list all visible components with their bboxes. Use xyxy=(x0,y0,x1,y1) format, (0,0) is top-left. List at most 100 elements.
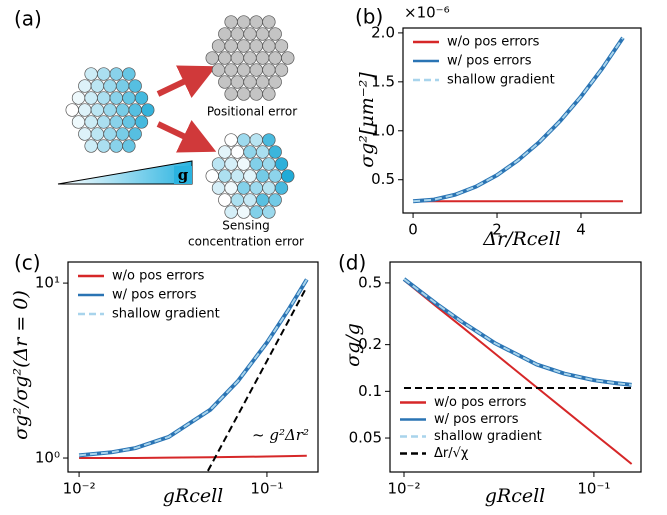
x-tick-label: 10⁻¹ xyxy=(250,480,283,498)
cell xyxy=(230,27,245,41)
cell xyxy=(224,133,238,147)
cell xyxy=(224,205,238,219)
chart-panel: 10⁻² 10⁻¹ 0.05 0.1 0.2 0.5 w/o pos errors w/ po… xyxy=(338,251,642,507)
panel-label: (b) xyxy=(355,5,383,29)
y-tick-label: 1.5 xyxy=(371,72,395,90)
cell xyxy=(237,63,251,77)
cell xyxy=(243,169,257,183)
series-line xyxy=(78,278,308,457)
cell xyxy=(262,181,276,195)
cell xyxy=(243,75,257,89)
frame xyxy=(67,261,319,473)
legend-label: Δr/√χ xyxy=(434,446,469,461)
series-line xyxy=(403,278,632,386)
cell xyxy=(103,79,117,93)
cell xyxy=(211,157,226,171)
cell xyxy=(122,139,136,153)
cell xyxy=(218,145,232,159)
sensing-label: concentration error xyxy=(188,235,304,249)
cell xyxy=(274,181,289,195)
diagram-panel: (a) g Positional error Sensing concentra… xyxy=(14,7,304,249)
legend-label: w/o pos errors xyxy=(112,269,205,284)
y-tick-label: 10⁰ xyxy=(35,449,60,467)
panel-label: (a) xyxy=(14,7,42,31)
cell xyxy=(268,51,282,65)
panel-label: (d) xyxy=(338,251,366,275)
cell xyxy=(243,193,257,207)
gradient-wedge xyxy=(57,160,193,185)
cell xyxy=(230,51,245,65)
cell xyxy=(128,79,142,93)
cell xyxy=(134,91,149,105)
plot-area xyxy=(403,28,641,213)
y-tick-label: 0.2 xyxy=(358,335,382,353)
x-tick-label: 2 xyxy=(492,221,502,239)
cell xyxy=(262,157,276,171)
cell xyxy=(255,193,270,207)
cell xyxy=(237,181,251,195)
cell xyxy=(97,115,111,129)
cell xyxy=(205,169,219,183)
cell xyxy=(115,79,130,93)
legend-label: w/ pos errors xyxy=(447,54,532,69)
frame xyxy=(402,27,642,214)
cell xyxy=(224,63,238,77)
y-axis-label: σg²[μm⁻²] xyxy=(356,72,378,168)
y-tick-label: 0.5 xyxy=(371,170,395,188)
x-axis-label: Δr/Rcell xyxy=(482,228,561,250)
cell xyxy=(109,139,123,153)
cell xyxy=(218,169,232,183)
cell xyxy=(249,205,263,219)
cell xyxy=(224,181,238,195)
cell xyxy=(71,91,86,105)
gradient-box xyxy=(174,166,192,184)
legend-label: w/ pos errors xyxy=(112,288,197,303)
cell xyxy=(84,139,98,153)
cell xyxy=(237,205,251,219)
series-line xyxy=(79,454,307,460)
cell xyxy=(122,115,136,129)
y-tick-label: 0.1 xyxy=(358,382,382,400)
x-axis-label: gRcell xyxy=(485,485,546,507)
cell xyxy=(218,27,232,41)
y-tick-label: 0.05 xyxy=(349,429,382,447)
cell xyxy=(109,91,123,105)
cell xyxy=(262,133,276,147)
cell xyxy=(249,15,263,29)
cell xyxy=(128,103,142,117)
y-axis-label: σg/g xyxy=(342,323,364,367)
cell xyxy=(230,145,245,159)
cell xyxy=(262,15,276,29)
cell xyxy=(237,39,251,53)
cell xyxy=(78,103,92,117)
legend-label: shallow gradient xyxy=(112,307,220,322)
cell xyxy=(211,63,226,77)
arrow xyxy=(156,120,217,153)
cell xyxy=(224,157,238,171)
series-group xyxy=(78,278,309,472)
legend-label: w/ pos errors xyxy=(434,412,519,427)
cell xyxy=(115,127,130,141)
cell xyxy=(255,75,270,89)
cell xyxy=(274,157,289,171)
cell xyxy=(97,91,111,105)
cell xyxy=(262,63,276,77)
cell xyxy=(243,145,257,159)
cell xyxy=(230,75,245,89)
y-tick-label: 1.0 xyxy=(371,121,395,139)
cell xyxy=(211,181,226,195)
cell xyxy=(97,67,111,81)
cell xyxy=(84,115,98,129)
cell xyxy=(109,115,123,129)
series-line xyxy=(412,37,624,203)
frame xyxy=(389,261,642,473)
gradient-label: g xyxy=(178,166,189,184)
cell xyxy=(103,103,117,117)
panel-label: (c) xyxy=(14,251,41,275)
cell xyxy=(255,51,270,65)
cell xyxy=(78,79,92,93)
cell xyxy=(224,15,238,29)
x-tick-label: 10⁻² xyxy=(63,480,96,498)
cell xyxy=(211,39,226,53)
